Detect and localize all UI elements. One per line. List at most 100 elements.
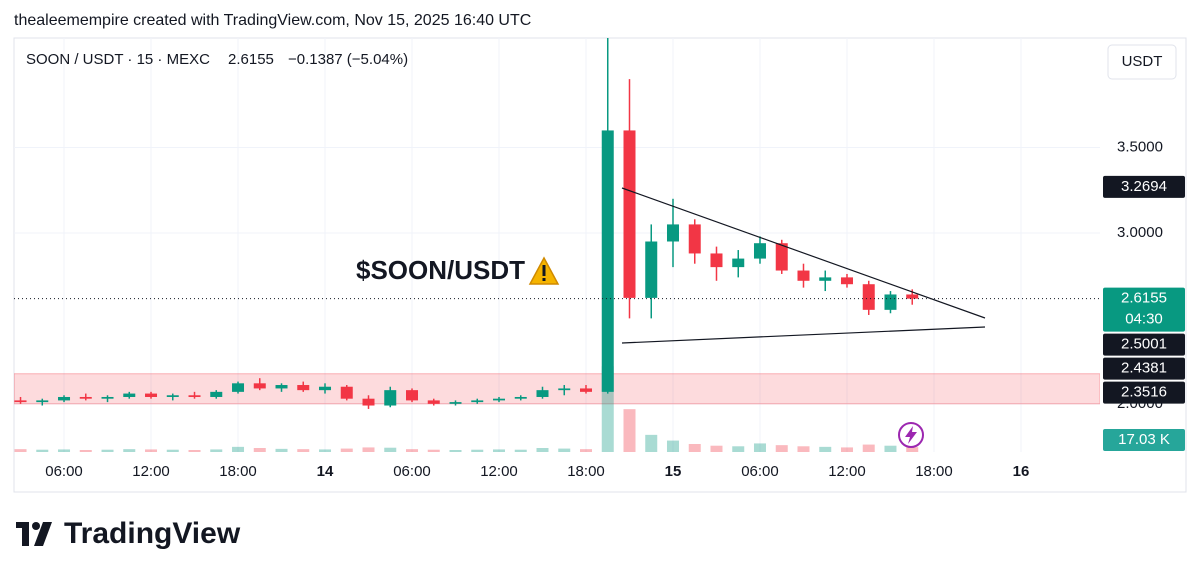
candle-body [797,270,810,281]
x-tick-label: 16 [1013,463,1030,480]
volume-bar [645,434,658,452]
last-price: 2.6155 [228,51,274,68]
x-tick-label: 06:00 [393,463,431,480]
candle-body [623,130,636,298]
trendline-lower [621,326,986,344]
x-tick-label: 12:00 [480,463,518,480]
x-tick-label: 14 [317,463,334,480]
volume-bar [36,449,49,452]
price-label: 2.3516 [1121,384,1167,401]
price-label-box [1103,381,1185,404]
candle-body [688,224,701,254]
x-tick-label: 06:00 [741,463,779,480]
candle-body [536,390,549,397]
candle-body [79,396,92,399]
volume-label-box [1103,429,1185,451]
price-label-box [1103,175,1185,198]
volume-bar [79,450,92,452]
volume-bar [319,449,332,452]
candle-body [188,395,201,397]
volume-bar [579,449,592,452]
volume-bar [362,447,375,452]
header: thealeemempire created with TradingView.… [14,12,531,29]
candle-body [36,400,49,403]
candle-body [862,284,875,310]
volume-bar [797,446,810,452]
lightning-icon[interactable] [898,422,924,448]
volume-bar [906,447,919,452]
volume-bar [166,449,179,452]
price-label: 3.2694 [1121,178,1167,195]
candle-body [384,390,397,406]
volume-bar [840,447,853,452]
price-label: 2.6155 [1121,290,1167,307]
volume-bar [775,445,788,452]
volume-bar [623,409,636,452]
warning-icon [528,256,560,285]
logo-text: TradingView [64,517,241,550]
volume-bar [688,444,701,452]
candle-body [123,393,136,397]
candle-body [601,130,614,392]
volume-bar [710,445,723,452]
volume-bar [210,449,223,452]
candle-body [449,402,462,404]
volume-bar [14,449,27,452]
price-label: 2.5001 [1121,336,1167,353]
volume-bar [297,449,310,452]
support-zone [14,373,1100,405]
candle-body [471,400,484,403]
candle-body [232,383,245,392]
candle-body [579,388,592,392]
currency[interactable]: USDT [1122,53,1163,70]
volume-bar [558,448,571,452]
candle-body [362,398,375,406]
candle-body [406,390,419,401]
currency-button[interactable] [1107,44,1177,80]
price-label-box [1103,333,1185,356]
candle-body [253,383,266,389]
x-tick-label: 18:00 [915,463,953,480]
trendline-upper [621,187,986,319]
chart-frame [13,37,1187,493]
candle-body [297,385,310,391]
volume-bar [449,450,462,452]
volume-bar [275,448,288,452]
x-tick-label: 12:00 [132,463,170,480]
volume-bar [427,449,440,452]
volume-bar [188,450,201,452]
candle-body [819,277,832,281]
candle-body [558,388,571,391]
x-tick-label: 18:00 [567,463,605,480]
candle-body [493,398,506,401]
candle-body [340,386,353,399]
candle-body [514,396,527,399]
volume-bar [536,448,549,452]
candle-body [775,243,788,271]
candle-body [732,258,745,268]
candle-body [840,277,853,285]
candle-body [14,400,27,403]
volume-bar [123,449,136,452]
volume-bar [493,449,506,452]
volume-bar [253,448,266,452]
candle-body [145,393,158,397]
x-tick-label: 06:00 [45,463,83,480]
volume-bar [819,446,832,452]
annotation: $SOON/USDT [356,255,525,285]
volume-bar [384,447,397,452]
candle-body [210,391,223,397]
candle-body [753,243,766,259]
volume-bar [732,446,745,452]
volume-bar [753,443,766,452]
volume-bar [101,449,114,452]
candle-body [101,396,114,399]
volume-bar [884,445,897,452]
volume-bar [58,449,71,452]
volume-bar [471,449,484,452]
volume-bar [232,446,245,452]
price-label: 2.4381 [1121,360,1167,377]
